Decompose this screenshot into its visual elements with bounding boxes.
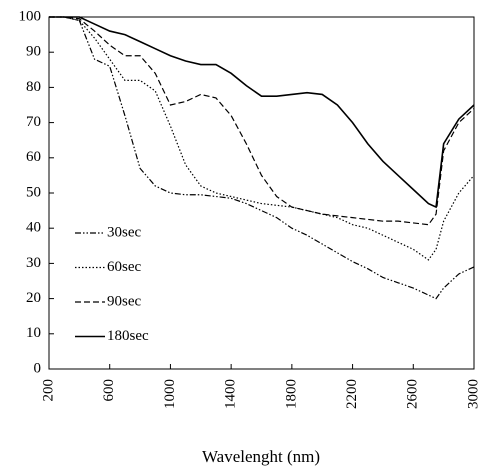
y-tick-label: 100 [19,8,42,24]
y-tick-label: 0 [34,360,42,376]
legend-label: 60sec [107,259,141,275]
x-tick-label: 2600 [405,379,421,409]
y-tick-label: 80 [26,79,41,95]
legend-label: 180sec [107,328,149,344]
legend-label: 90sec [107,293,141,309]
y-tick-label: 40 [26,220,41,236]
x-tick-label: 1800 [283,379,299,409]
plot-frame [48,16,475,370]
x-tick-label: 1000 [162,379,178,409]
y-tick-label: 70 [26,114,41,130]
y-tick-label: 50 [26,184,41,200]
x-tick-label: 3000 [465,379,481,409]
series-line [49,16,475,300]
x-tick-label: 2200 [344,379,360,409]
y-tick-label: 60 [26,149,41,165]
y-tick-label: 30 [26,255,41,271]
x-tick-label: 200 [40,379,56,402]
y-tick-label: 20 [26,290,41,306]
series-line [49,16,475,209]
series-line [49,16,475,261]
series-line [49,16,475,226]
y-tick-label: 90 [26,44,41,60]
x-tick-label: 1400 [223,379,239,409]
x-axis-label: Wavelenght (nm) [202,447,320,466]
y-tick-label: 10 [26,325,41,341]
x-tick-label: 600 [101,379,117,402]
legend-label: 30sec [107,224,141,240]
